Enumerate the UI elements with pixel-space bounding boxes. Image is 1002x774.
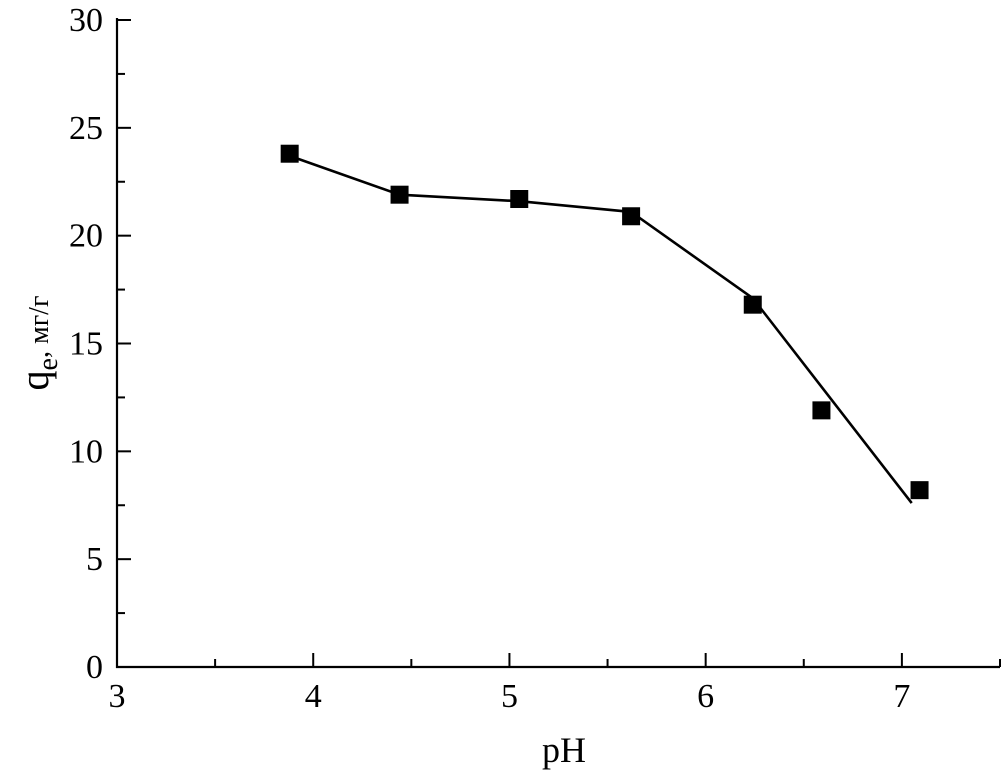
y-ticks: 0 5 10 15 20 25 30: [69, 2, 131, 686]
x-tick-label: 6: [697, 678, 714, 715]
y-axis-title-main: q: [12, 370, 57, 390]
data-point: [910, 481, 929, 500]
y-tick-label: 0: [86, 649, 103, 686]
data-point: [510, 190, 529, 209]
markers: [280, 144, 929, 500]
y-tick-label: 20: [69, 218, 103, 255]
x-tick-label: 4: [305, 678, 322, 715]
x-tick-label: 5: [501, 678, 518, 715]
y-tick-label: 15: [69, 326, 103, 363]
y-axis-title-unit: , мг/г: [24, 296, 55, 358]
data-point: [390, 185, 409, 204]
axes: 3 4 5 6 7 0 5 10 15 20 25 30: [69, 2, 1001, 715]
data-point: [743, 295, 762, 314]
x-ticks: 3 4 5 6 7: [109, 653, 1001, 715]
x-tick-label: 7: [893, 678, 910, 715]
data-point: [280, 144, 299, 163]
data-point: [812, 401, 831, 420]
x-axis-title: pH: [542, 730, 586, 770]
svg-text:qe, мг/г: qe, мг/г: [12, 296, 64, 391]
y-tick-label: 10: [69, 433, 103, 470]
fit-line: [289, 154, 913, 504]
x-tick-label: 3: [109, 678, 126, 715]
y-tick-label: 25: [69, 110, 103, 147]
y-tick-label: 30: [69, 2, 103, 39]
y-tick-label: 5: [86, 541, 103, 578]
y-axis-title: qe, мг/г: [12, 296, 64, 391]
y-axis-title-subscript: e: [33, 358, 64, 370]
data-point: [622, 207, 641, 226]
plot-area: [280, 144, 929, 504]
